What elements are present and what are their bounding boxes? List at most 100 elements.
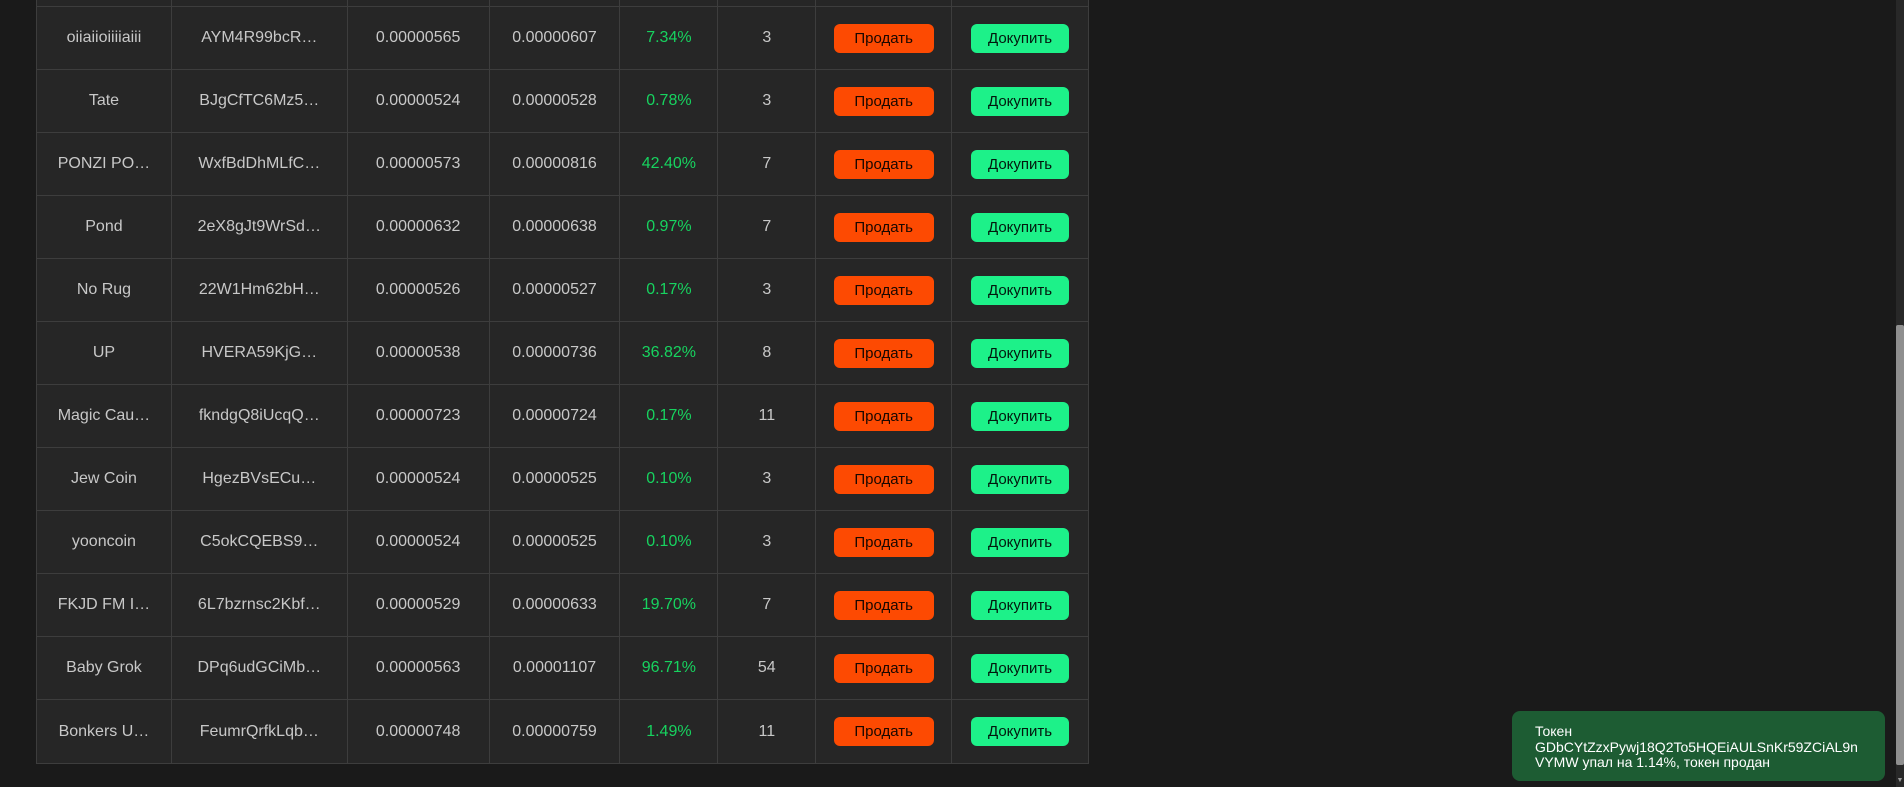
sell-button[interactable]: Продать	[833, 212, 934, 242]
buy-cell: Докупить	[952, 7, 1088, 69]
change-percent-cell: 42.40%	[620, 133, 719, 195]
table-row: PONZI PO… WxfBdDhMLfC… 0.00000573 0.0000…	[37, 133, 1088, 196]
position-count-cell: 8	[718, 322, 817, 384]
table-row: Pond 2eX8gJt9WrSd… 0.00000632 0.00000638…	[37, 196, 1088, 259]
buy-more-button[interactable]: Докупить	[971, 527, 1070, 557]
sell-button[interactable]: Продать	[833, 86, 934, 116]
sell-cell: Продать	[816, 637, 953, 699]
current-price-cell: 0.00000527	[490, 259, 621, 321]
position-count-cell: 3	[718, 259, 817, 321]
change-percent-cell: 19.70%	[620, 574, 719, 636]
token-name-cell: UP	[37, 322, 172, 384]
change-percent-cell: 0.97%	[620, 196, 719, 258]
sell-button[interactable]: Продать	[833, 338, 934, 368]
table-row: oiiaiioiiiiaiii AYM4R99bcR… 0.00000565 0…	[37, 7, 1088, 70]
buy-more-button[interactable]: Докупить	[971, 653, 1070, 683]
sell-button[interactable]: Продать	[833, 275, 934, 305]
sell-button[interactable]: Продать	[833, 653, 934, 683]
scrollbar-thumb[interactable]	[1896, 325, 1904, 765]
sell-button[interactable]: Продать	[833, 464, 934, 494]
buy-more-button[interactable]: Докупить	[971, 464, 1070, 494]
current-price-cell: 0.00000525	[490, 448, 621, 510]
token-name-cell: Magic Cau…	[37, 385, 172, 447]
buy-more-button[interactable]: Докупить	[971, 590, 1070, 620]
token-address-cell: 22W1Hm62bH…	[172, 259, 348, 321]
token-name-cell: Tate	[37, 70, 172, 132]
buy-cell: Докупить	[952, 511, 1088, 573]
buy-more-button[interactable]: Докупить	[971, 86, 1070, 116]
buy-more-button[interactable]: Докупить	[971, 401, 1070, 431]
buy-cell: Докупить	[952, 574, 1088, 636]
change-percent-cell: 0.10%	[620, 448, 719, 510]
vertical-scrollbar[interactable]: ▼	[1896, 0, 1904, 787]
token-address-cell: C5okCQEBS9…	[172, 511, 348, 573]
token-address-cell: DPq6udGCiMb…	[172, 637, 348, 699]
buy-price-cell: 0.00000524	[348, 511, 490, 573]
current-price-cell: 0.00000759	[490, 700, 621, 763]
buy-more-button[interactable]: Докупить	[971, 717, 1070, 746]
buy-price-cell: 0.00000723	[348, 385, 490, 447]
buy-more-button[interactable]: Докупить	[971, 149, 1070, 179]
buy-price-cell: 0.00000573	[348, 133, 490, 195]
buy-price-cell: 0.00000538	[348, 322, 490, 384]
current-price-cell: 0.00000638	[490, 196, 621, 258]
token-name-cell: Baby Grok	[37, 637, 172, 699]
toast-notification[interactable]: Токен GDbCYtZzxPywj18Q2To5HQEiAULSnKr59Z…	[1512, 711, 1885, 781]
toast-message: Токен GDbCYtZzxPywj18Q2To5HQEiAULSnKr59Z…	[1535, 723, 1858, 771]
buy-cell: Докупить	[952, 322, 1088, 384]
token-address-cell: fkndgQ8iUcqQ…	[172, 385, 348, 447]
table-row: yooncoin C5okCQEBS9… 0.00000524 0.000005…	[37, 511, 1088, 574]
buy-price-cell: 0.00000524	[348, 70, 490, 132]
current-price-cell: 0.00000607	[490, 7, 621, 69]
buy-price-cell: 0.00000748	[348, 700, 490, 763]
position-count-cell: 3	[718, 7, 817, 69]
sell-button[interactable]: Продать	[833, 590, 934, 620]
buy-cell: Докупить	[952, 700, 1088, 763]
buy-more-button[interactable]: Докупить	[971, 275, 1070, 305]
position-count-cell: 11	[718, 385, 817, 447]
token-name-cell: Jew Coin	[37, 448, 172, 510]
buy-price-cell: 0.00000529	[348, 574, 490, 636]
sell-button[interactable]: Продать	[833, 401, 934, 431]
buy-more-button[interactable]: Докупить	[971, 23, 1070, 53]
position-count-cell: 7	[718, 196, 817, 258]
token-name-cell: PONZI PO…	[37, 133, 172, 195]
buy-price-cell: 0.00000524	[348, 448, 490, 510]
scroll-down-arrow-icon[interactable]: ▼	[1896, 777, 1904, 784]
change-percent-cell: 7.34%	[620, 7, 719, 69]
sell-cell: Продать	[816, 385, 953, 447]
sell-button[interactable]: Продать	[833, 149, 934, 179]
table-row: Bonkers U… FeumrQrfkLqb… 0.00000748 0.00…	[37, 700, 1088, 763]
token-table: oiiaiioiiiiaiii AYM4R99bcR… 0.00000565 0…	[36, 0, 1089, 764]
token-name-cell: Bonkers U…	[37, 700, 172, 763]
sell-cell: Продать	[816, 259, 953, 321]
current-price-cell: 0.00000736	[490, 322, 621, 384]
buy-more-button[interactable]: Докупить	[971, 338, 1070, 368]
sell-button[interactable]: Продать	[833, 527, 934, 557]
buy-cell: Докупить	[952, 385, 1088, 447]
table-row: Magic Cau… fkndgQ8iUcqQ… 0.00000723 0.00…	[37, 385, 1088, 448]
position-count-cell: 11	[718, 700, 817, 763]
sell-cell: Продать	[816, 133, 953, 195]
position-count-cell: 3	[718, 448, 817, 510]
table-row: UP HVERA59KjG… 0.00000538 0.00000736 36.…	[37, 322, 1088, 385]
sell-cell: Продать	[816, 700, 953, 763]
sell-button[interactable]: Продать	[833, 717, 934, 746]
current-price-cell: 0.00000528	[490, 70, 621, 132]
sell-cell: Продать	[816, 70, 953, 132]
change-percent-cell: 0.78%	[620, 70, 719, 132]
buy-cell: Докупить	[952, 196, 1088, 258]
token-address-cell: FeumrQrfkLqb…	[172, 700, 348, 763]
sell-button[interactable]: Продать	[833, 23, 934, 53]
buy-more-button[interactable]: Докупить	[971, 212, 1070, 242]
token-address-cell: AYM4R99bcR…	[172, 7, 348, 69]
table-row: Tate BJgCfTC6Mz5… 0.00000524 0.00000528 …	[37, 70, 1088, 133]
table-row: No Rug 22W1Hm62bH… 0.00000526 0.00000527…	[37, 259, 1088, 322]
change-percent-cell: 0.17%	[620, 259, 719, 321]
token-name-cell: FKJD FM I…	[37, 574, 172, 636]
buy-cell: Докупить	[952, 448, 1088, 510]
buy-price-cell: 0.00000565	[348, 7, 490, 69]
sell-cell: Продать	[816, 511, 953, 573]
change-percent-cell: 0.17%	[620, 385, 719, 447]
change-percent-cell: 96.71%	[620, 637, 719, 699]
